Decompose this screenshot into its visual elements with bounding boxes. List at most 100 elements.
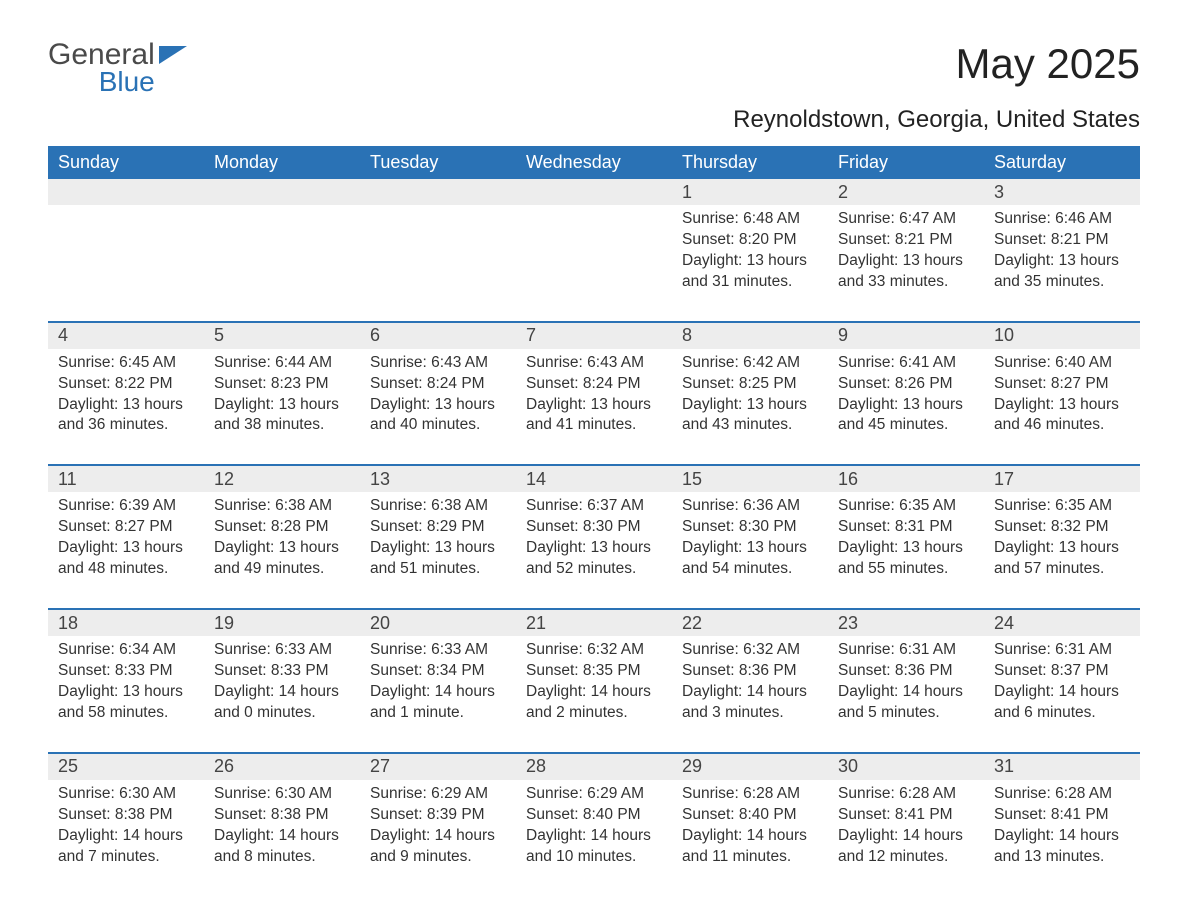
daylight-text: Daylight: 13 hours and 38 minutes. bbox=[214, 395, 350, 437]
day-number-cell: 8 bbox=[672, 323, 828, 349]
sunrise-text: Sunrise: 6:37 AM bbox=[526, 496, 662, 517]
day-number-cell: 6 bbox=[360, 323, 516, 349]
daylight-text: Daylight: 14 hours and 13 minutes. bbox=[994, 826, 1130, 868]
sunrise-text: Sunrise: 6:46 AM bbox=[994, 209, 1130, 230]
daylight-text: Daylight: 13 hours and 36 minutes. bbox=[58, 395, 194, 437]
sunrise-text: Sunrise: 6:28 AM bbox=[682, 784, 818, 805]
day-content-cell: Sunrise: 6:28 AMSunset: 8:41 PMDaylight:… bbox=[828, 780, 984, 896]
day-content-cell: Sunrise: 6:40 AMSunset: 8:27 PMDaylight:… bbox=[984, 349, 1140, 466]
sunset-text: Sunset: 8:30 PM bbox=[526, 517, 662, 538]
day-content-cell: Sunrise: 6:41 AMSunset: 8:26 PMDaylight:… bbox=[828, 349, 984, 466]
day-number-cell: 31 bbox=[984, 754, 1140, 780]
sunset-text: Sunset: 8:32 PM bbox=[994, 517, 1130, 538]
sunrise-text: Sunrise: 6:30 AM bbox=[214, 784, 350, 805]
daylight-text: Daylight: 13 hours and 51 minutes. bbox=[370, 538, 506, 580]
sunrise-text: Sunrise: 6:33 AM bbox=[370, 640, 506, 661]
day-content-cell: Sunrise: 6:29 AMSunset: 8:40 PMDaylight:… bbox=[516, 780, 672, 896]
brand-triangle-icon bbox=[159, 46, 187, 64]
day-number-cell bbox=[516, 179, 672, 205]
day-number-cell: 13 bbox=[360, 466, 516, 492]
day-number-cell: 20 bbox=[360, 610, 516, 636]
daylight-text: Daylight: 13 hours and 49 minutes. bbox=[214, 538, 350, 580]
daylight-text: Daylight: 14 hours and 5 minutes. bbox=[838, 682, 974, 724]
header: General Blue May 2025 bbox=[48, 40, 1140, 98]
sunset-text: Sunset: 8:38 PM bbox=[214, 805, 350, 826]
day-number-cell: 30 bbox=[828, 754, 984, 780]
day-number-cell: 3 bbox=[984, 179, 1140, 205]
sunrise-text: Sunrise: 6:35 AM bbox=[838, 496, 974, 517]
brand-logo: General Blue bbox=[48, 40, 187, 98]
sunrise-text: Sunrise: 6:28 AM bbox=[994, 784, 1130, 805]
day-content-cell: Sunrise: 6:38 AMSunset: 8:29 PMDaylight:… bbox=[360, 492, 516, 609]
weekday-row: Sunday Monday Tuesday Wednesday Thursday… bbox=[48, 146, 1140, 179]
sunset-text: Sunset: 8:33 PM bbox=[58, 661, 194, 682]
brand-text: General Blue bbox=[48, 40, 155, 98]
sunrise-text: Sunrise: 6:32 AM bbox=[682, 640, 818, 661]
day-number-cell: 18 bbox=[48, 610, 204, 636]
day-content-cell: Sunrise: 6:37 AMSunset: 8:30 PMDaylight:… bbox=[516, 492, 672, 609]
day-content-cell: Sunrise: 6:30 AMSunset: 8:38 PMDaylight:… bbox=[204, 780, 360, 896]
day-number-cell: 29 bbox=[672, 754, 828, 780]
sunrise-text: Sunrise: 6:28 AM bbox=[838, 784, 974, 805]
location-subtitle: Reynoldstown, Georgia, United States bbox=[48, 106, 1140, 134]
daylight-text: Daylight: 13 hours and 45 minutes. bbox=[838, 395, 974, 437]
day-content-cell: Sunrise: 6:43 AMSunset: 8:24 PMDaylight:… bbox=[360, 349, 516, 466]
day-content-row: Sunrise: 6:34 AMSunset: 8:33 PMDaylight:… bbox=[48, 636, 1140, 753]
sunrise-text: Sunrise: 6:31 AM bbox=[838, 640, 974, 661]
day-content-cell bbox=[48, 205, 204, 322]
sunset-text: Sunset: 8:40 PM bbox=[526, 805, 662, 826]
sunset-text: Sunset: 8:27 PM bbox=[58, 517, 194, 538]
day-number-cell: 23 bbox=[828, 610, 984, 636]
sunrise-text: Sunrise: 6:43 AM bbox=[526, 353, 662, 374]
sunrise-text: Sunrise: 6:31 AM bbox=[994, 640, 1130, 661]
calendar-table: Sunday Monday Tuesday Wednesday Thursday… bbox=[48, 146, 1140, 895]
day-number-cell: 12 bbox=[204, 466, 360, 492]
daylight-text: Daylight: 13 hours and 31 minutes. bbox=[682, 251, 818, 293]
daylight-text: Daylight: 13 hours and 48 minutes. bbox=[58, 538, 194, 580]
daylight-text: Daylight: 14 hours and 11 minutes. bbox=[682, 826, 818, 868]
sunset-text: Sunset: 8:21 PM bbox=[994, 230, 1130, 251]
day-content-row: Sunrise: 6:39 AMSunset: 8:27 PMDaylight:… bbox=[48, 492, 1140, 609]
weekday-cell: Tuesday bbox=[360, 146, 516, 179]
daylight-text: Daylight: 14 hours and 0 minutes. bbox=[214, 682, 350, 724]
day-number-cell: 19 bbox=[204, 610, 360, 636]
daylight-text: Daylight: 13 hours and 35 minutes. bbox=[994, 251, 1130, 293]
daylight-text: Daylight: 13 hours and 40 minutes. bbox=[370, 395, 506, 437]
daylight-text: Daylight: 14 hours and 9 minutes. bbox=[370, 826, 506, 868]
day-content-row: Sunrise: 6:48 AMSunset: 8:20 PMDaylight:… bbox=[48, 205, 1140, 322]
day-content-cell: Sunrise: 6:43 AMSunset: 8:24 PMDaylight:… bbox=[516, 349, 672, 466]
page-title: May 2025 bbox=[956, 40, 1140, 88]
day-number-cell: 1 bbox=[672, 179, 828, 205]
sunrise-text: Sunrise: 6:30 AM bbox=[58, 784, 194, 805]
day-number-row: 123 bbox=[48, 179, 1140, 205]
daylight-text: Daylight: 13 hours and 58 minutes. bbox=[58, 682, 194, 724]
day-number-cell: 27 bbox=[360, 754, 516, 780]
sunset-text: Sunset: 8:37 PM bbox=[994, 661, 1130, 682]
day-content-cell: Sunrise: 6:36 AMSunset: 8:30 PMDaylight:… bbox=[672, 492, 828, 609]
day-content-cell: Sunrise: 6:35 AMSunset: 8:32 PMDaylight:… bbox=[984, 492, 1140, 609]
day-number-cell: 9 bbox=[828, 323, 984, 349]
weekday-cell: Sunday bbox=[48, 146, 204, 179]
sunrise-text: Sunrise: 6:40 AM bbox=[994, 353, 1130, 374]
day-number-cell: 26 bbox=[204, 754, 360, 780]
daylight-text: Daylight: 13 hours and 33 minutes. bbox=[838, 251, 974, 293]
weekday-cell: Thursday bbox=[672, 146, 828, 179]
day-number-cell: 10 bbox=[984, 323, 1140, 349]
day-content-cell: Sunrise: 6:45 AMSunset: 8:22 PMDaylight:… bbox=[48, 349, 204, 466]
day-content-cell: Sunrise: 6:46 AMSunset: 8:21 PMDaylight:… bbox=[984, 205, 1140, 322]
day-number-cell: 5 bbox=[204, 323, 360, 349]
day-content-cell: Sunrise: 6:44 AMSunset: 8:23 PMDaylight:… bbox=[204, 349, 360, 466]
day-number-row: 45678910 bbox=[48, 323, 1140, 349]
day-number-cell: 7 bbox=[516, 323, 672, 349]
day-content-cell: Sunrise: 6:28 AMSunset: 8:40 PMDaylight:… bbox=[672, 780, 828, 896]
sunrise-text: Sunrise: 6:32 AM bbox=[526, 640, 662, 661]
sunset-text: Sunset: 8:20 PM bbox=[682, 230, 818, 251]
day-number-cell: 17 bbox=[984, 466, 1140, 492]
sunset-text: Sunset: 8:34 PM bbox=[370, 661, 506, 682]
sunrise-text: Sunrise: 6:29 AM bbox=[370, 784, 506, 805]
day-content-cell: Sunrise: 6:33 AMSunset: 8:33 PMDaylight:… bbox=[204, 636, 360, 753]
day-content-row: Sunrise: 6:45 AMSunset: 8:22 PMDaylight:… bbox=[48, 349, 1140, 466]
day-content-cell: Sunrise: 6:28 AMSunset: 8:41 PMDaylight:… bbox=[984, 780, 1140, 896]
day-content-cell: Sunrise: 6:31 AMSunset: 8:37 PMDaylight:… bbox=[984, 636, 1140, 753]
sunset-text: Sunset: 8:39 PM bbox=[370, 805, 506, 826]
